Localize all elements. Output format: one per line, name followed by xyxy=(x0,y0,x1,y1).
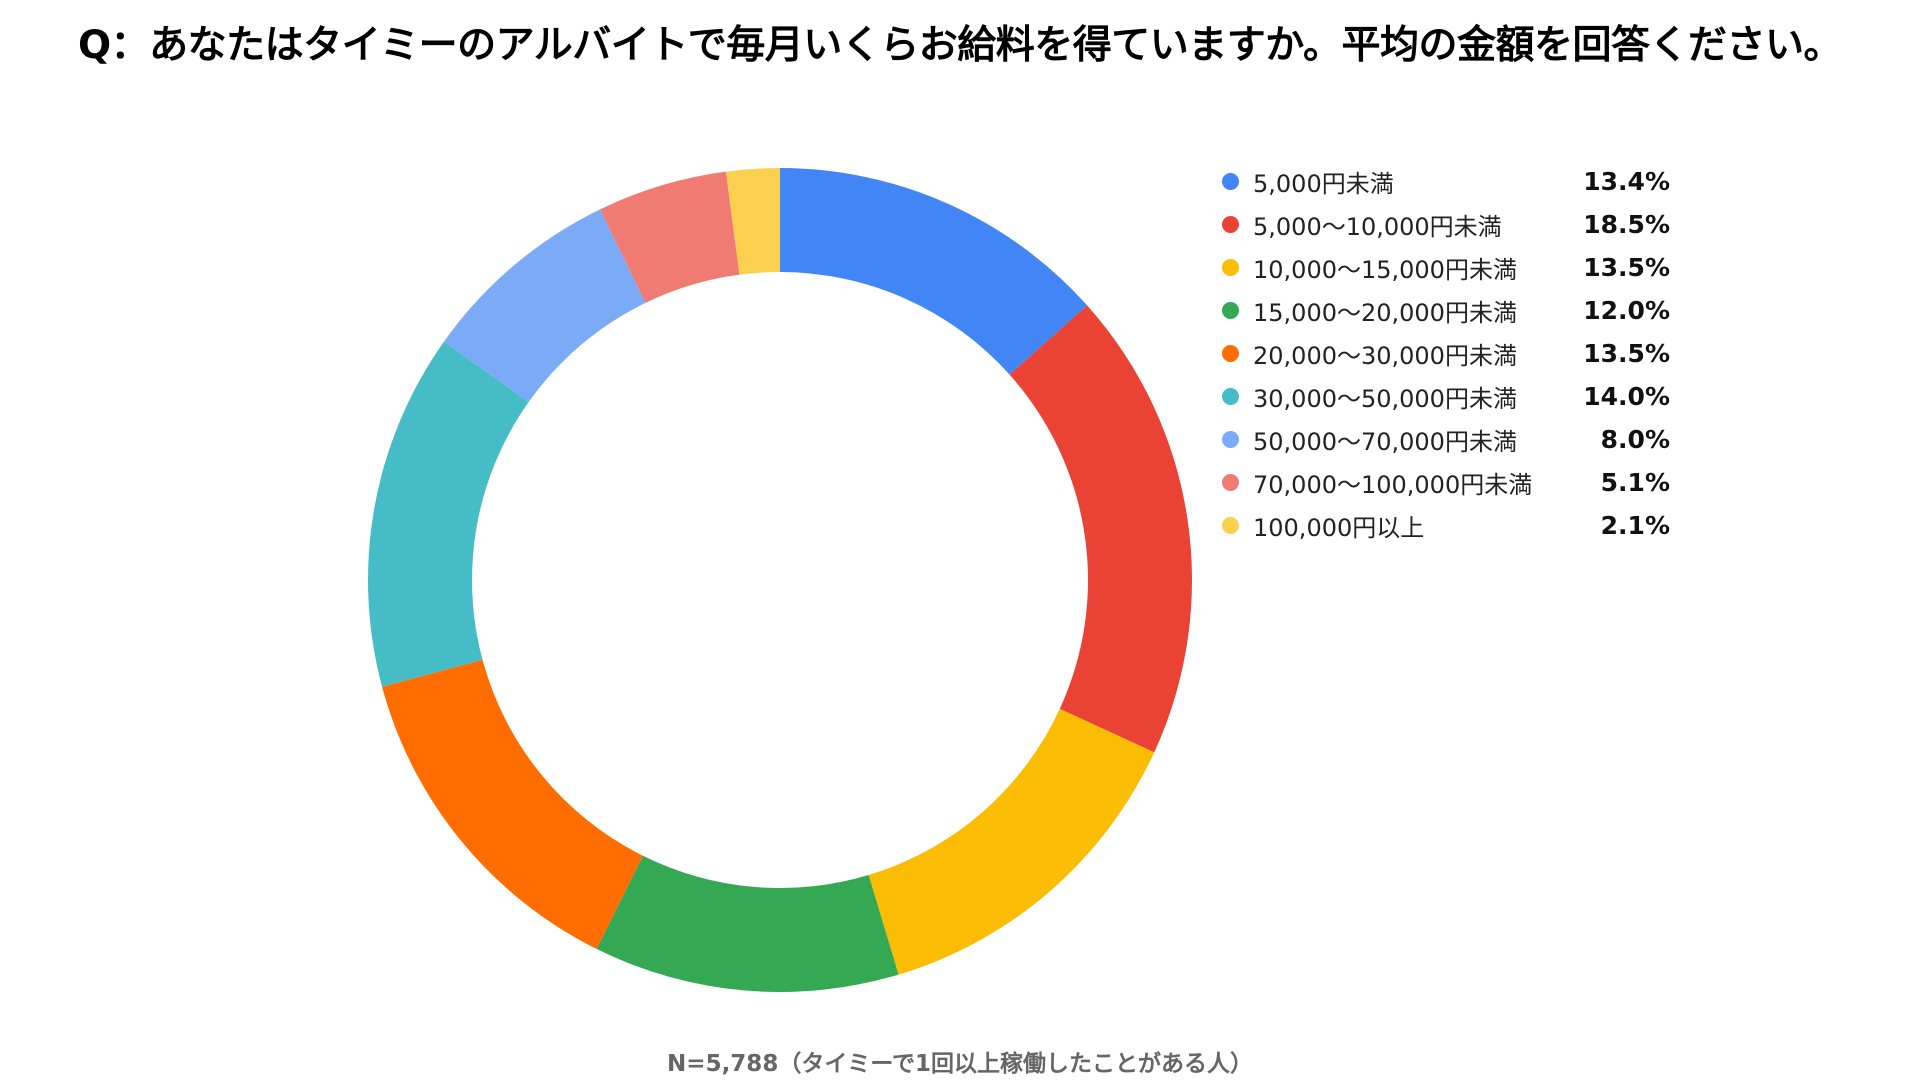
legend-label: 15,000〜20,000円未満 xyxy=(1253,299,1517,327)
legend-item-5: 20,000〜30,000円未満 13.5% xyxy=(1222,332,1682,375)
chart-title: Q：あなたはタイミーのアルバイトで毎月いくらお給料を得ていますか。平均の金額を回… xyxy=(78,23,1843,68)
sample-size-note: N=5,788（タイミーで1回以上稼働したことがある人） xyxy=(667,1051,1253,1077)
legend-label: 5,000円未満 xyxy=(1253,170,1394,198)
donut-slice-8 xyxy=(600,171,740,303)
donut-chart xyxy=(368,168,1192,992)
donut-slice-5 xyxy=(382,659,643,949)
legend-label: 5,000〜10,000円未満 xyxy=(1253,213,1502,241)
legend-item-3: 10,000〜15,000円未満 13.5% xyxy=(1222,246,1682,289)
legend-marker xyxy=(1222,388,1239,405)
legend-marker xyxy=(1222,345,1239,362)
legend-value: 13.5% xyxy=(1583,339,1670,368)
legend-item-9: 100,000円以上 2.1% xyxy=(1222,504,1682,547)
legend-label: 20,000〜30,000円未満 xyxy=(1253,342,1517,370)
donut-slice-6 xyxy=(368,341,529,687)
legend-item-2: 5,000〜10,000円未満 18.5% xyxy=(1222,203,1682,246)
legend-label: 50,000〜70,000円未満 xyxy=(1253,428,1517,456)
legend-marker xyxy=(1222,216,1239,233)
legend-value: 2.1% xyxy=(1600,511,1670,540)
legend-item-8: 70,000〜100,000円未満 5.1% xyxy=(1222,461,1682,504)
legend-label: 70,000〜100,000円未満 xyxy=(1253,471,1533,499)
legend-value: 14.0% xyxy=(1583,382,1670,411)
donut-slice-3 xyxy=(868,708,1155,975)
legend-marker xyxy=(1222,173,1239,190)
legend-item-4: 15,000〜20,000円未満 12.0% xyxy=(1222,289,1682,332)
legend-label: 100,000円以上 xyxy=(1253,514,1425,542)
legend-marker xyxy=(1222,517,1239,534)
legend-marker xyxy=(1222,302,1239,319)
donut-slice-1 xyxy=(780,168,1088,375)
legend-marker xyxy=(1222,474,1239,491)
legend-label: 30,000〜50,000円未満 xyxy=(1253,385,1517,413)
legend-value: 13.4% xyxy=(1583,167,1670,196)
legend-marker xyxy=(1222,431,1239,448)
legend-value: 12.0% xyxy=(1583,296,1670,325)
legend-item-1: 5,000円未満 13.4% xyxy=(1222,160,1682,203)
donut-slice-7 xyxy=(443,209,646,402)
legend-item-6: 30,000〜50,000円未満 14.0% xyxy=(1222,375,1682,418)
legend-value: 13.5% xyxy=(1583,253,1670,282)
chart-legend: 5,000円未満 13.4% 5,000〜10,000円未満 18.5% 10,000〜… xyxy=(1222,160,1682,547)
legend-value: 5.1% xyxy=(1600,468,1670,497)
donut-slice-9 xyxy=(725,168,780,275)
legend-label: 10,000〜15,000円未満 xyxy=(1253,256,1517,284)
legend-value: 18.5% xyxy=(1583,210,1670,239)
legend-marker xyxy=(1222,259,1239,276)
legend-value: 8.0% xyxy=(1600,425,1670,454)
donut-slice-4 xyxy=(596,855,899,992)
donut-slice-2 xyxy=(1009,305,1192,753)
legend-item-7: 50,000〜70,000円未満 8.0% xyxy=(1222,418,1682,461)
